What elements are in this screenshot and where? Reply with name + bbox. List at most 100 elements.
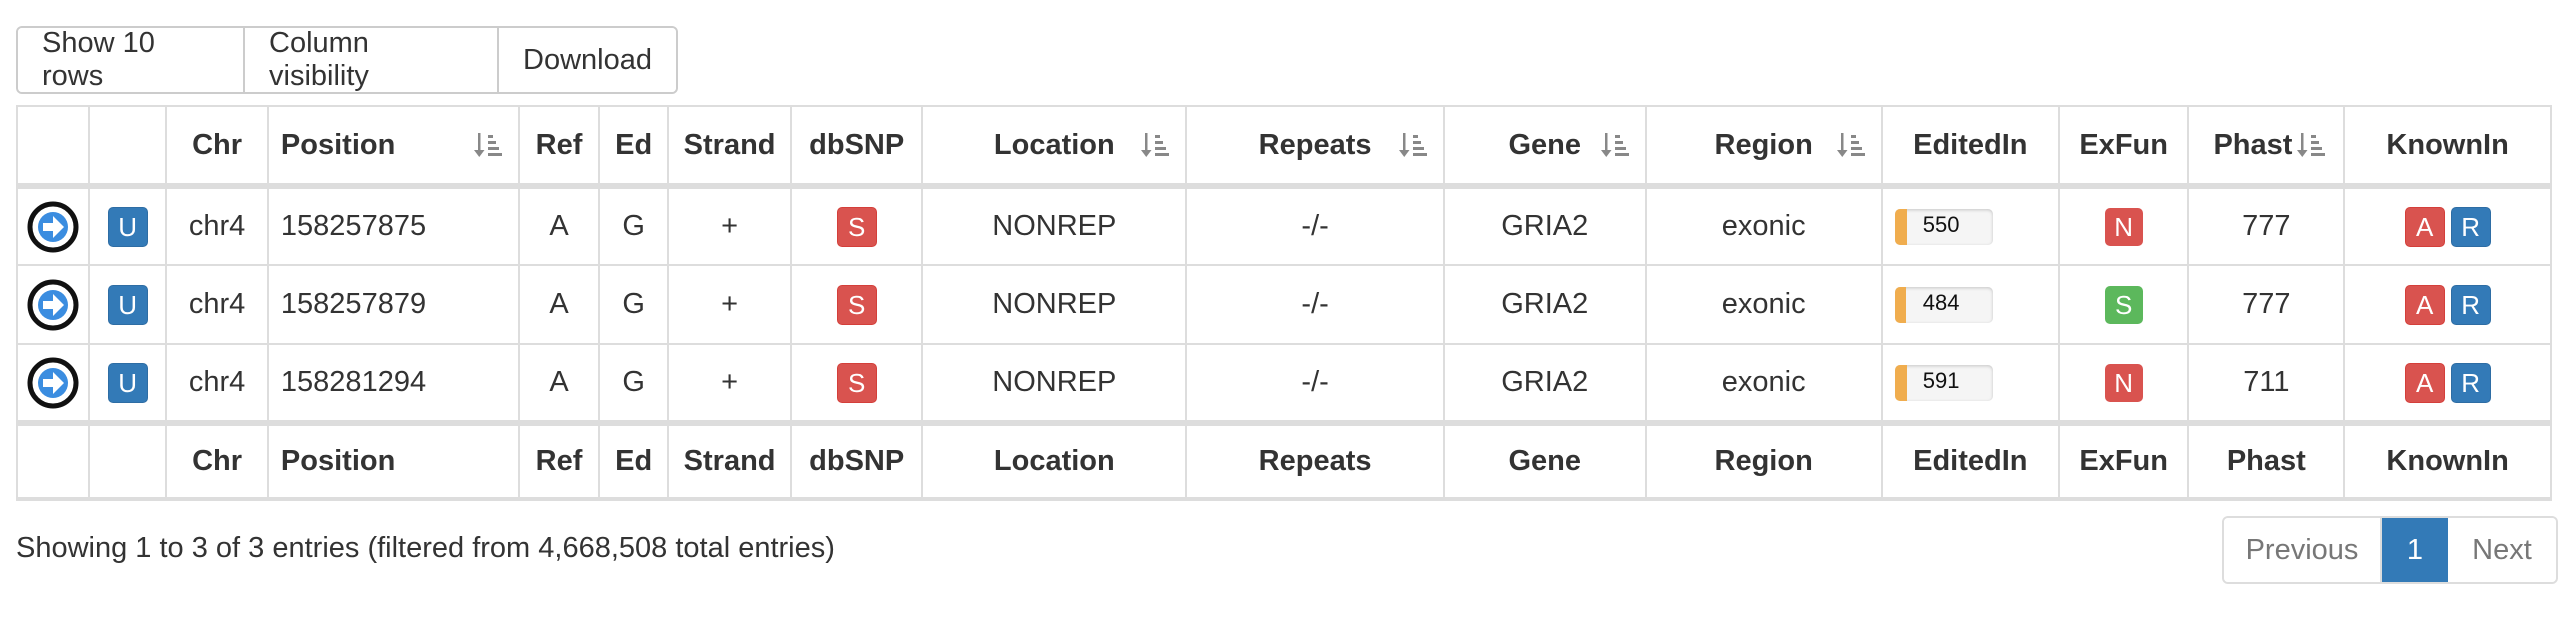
chr-cell: chr4 <box>165 264 269 345</box>
editedin-cell: 591 <box>1880 343 2060 424</box>
header-knownin[interactable]: KnownIn <box>2343 105 2552 189</box>
header-repeats-label: Repeats <box>1258 128 1372 161</box>
footer-region: Region <box>1644 420 1883 501</box>
header-chr[interactable]: Chr <box>165 105 269 189</box>
circled-arrow-right-icon[interactable] <box>27 357 79 409</box>
download-button[interactable]: Download <box>499 28 676 92</box>
footer-exfun: ExFun <box>2057 420 2190 501</box>
dbsnp-cell: S <box>790 185 924 266</box>
editedin-progress-fill <box>1894 364 1908 401</box>
footer-dbsnp: dbSNP <box>790 420 924 501</box>
region-cell: exonic <box>1644 185 1883 266</box>
editedin-progress-bar[interactable]: 484 <box>1894 286 1993 323</box>
sort-descending-icon[interactable] <box>1141 130 1171 160</box>
header-exfun[interactable]: ExFun <box>2057 105 2190 189</box>
dbsnp-badge[interactable]: S <box>836 206 877 247</box>
gene-cell: GRIA2 <box>1442 343 1647 424</box>
header-repeats[interactable]: Repeats <box>1185 105 1445 189</box>
exfun-badge[interactable]: N <box>2104 363 2143 402</box>
table-toolbar: Show 10 rows Column visibility Download <box>16 26 678 94</box>
footer-location: Location <box>921 420 1188 501</box>
header-row: Chr Position Ref Ed Strand dbSNP Locatio… <box>15 105 2552 189</box>
ucsc-link-badge[interactable]: U <box>107 206 148 247</box>
row-ucsc-cell: U <box>88 264 168 345</box>
table-row: U chr4 158257879 A G + S NONREP -/- GRIA… <box>15 264 2552 345</box>
header-location-label: Location <box>993 128 1115 161</box>
header-dbsnp[interactable]: dbSNP <box>790 105 924 189</box>
known-r-badge[interactable]: R <box>2450 284 2491 325</box>
header-strand[interactable]: Strand <box>667 105 793 189</box>
editedin-progress-fill <box>1894 208 1907 245</box>
show-rows-button[interactable]: Show 10 rows <box>18 28 245 92</box>
editedin-progress-bar[interactable]: 550 <box>1894 208 1993 245</box>
known-r-badge[interactable]: R <box>2450 362 2491 403</box>
circled-arrow-right-icon[interactable] <box>27 201 79 253</box>
header-region-label: Region <box>1714 128 1813 161</box>
repeats-cell: -/- <box>1185 343 1445 424</box>
next-page-button[interactable]: Next <box>2448 518 2556 582</box>
dbsnp-badge[interactable]: S <box>836 284 877 325</box>
phast-cell: 777 <box>2187 185 2346 266</box>
current-page-button[interactable]: 1 <box>2382 518 2448 582</box>
header-ref[interactable]: Ref <box>517 105 601 189</box>
sort-descending-icon[interactable] <box>1836 130 1867 160</box>
results-table: Chr Position Ref Ed Strand dbSNP Locatio… <box>15 105 2552 501</box>
editedin-progress-bar[interactable]: 591 <box>1894 364 1993 401</box>
previous-page-button[interactable]: Previous <box>2224 518 2382 582</box>
ref-cell: A <box>517 185 601 266</box>
known-r-badge[interactable]: R <box>2450 206 2491 247</box>
header-position[interactable]: Position <box>266 105 520 189</box>
footer-gene: Gene <box>1442 420 1647 501</box>
header-gene[interactable]: Gene <box>1442 105 1647 189</box>
sort-descending-icon[interactable] <box>1600 130 1631 160</box>
header-location[interactable]: Location <box>921 105 1188 189</box>
pagination: Previous 1 Next <box>2222 516 2558 584</box>
row-ucsc-cell: U <box>88 185 168 266</box>
region-cell: exonic <box>1644 343 1883 424</box>
known-a-badge[interactable]: A <box>2404 284 2445 325</box>
header-ed[interactable]: Ed <box>598 105 670 189</box>
footer-ucsc <box>88 420 168 501</box>
sort-descending-icon[interactable] <box>2297 130 2327 160</box>
repeats-cell: -/- <box>1185 185 1445 266</box>
region-cell: exonic <box>1644 264 1883 345</box>
table-body: U chr4 158257875 A G + S NONREP -/- GRIA… <box>15 185 2552 424</box>
footer-chr: Chr <box>165 420 269 501</box>
header-editedin[interactable]: EditedIn <box>1880 105 2060 189</box>
header-region[interactable]: Region <box>1644 105 1883 189</box>
ucsc-link-badge[interactable]: U <box>107 362 148 403</box>
exfun-badge[interactable]: N <box>2104 207 2143 246</box>
location-cell: NONREP <box>921 185 1188 266</box>
ed-cell: G <box>598 343 670 424</box>
exfun-badge[interactable]: S <box>2104 285 2143 324</box>
header-gene-label: Gene <box>1508 128 1581 161</box>
footer-ref: Ref <box>517 420 601 501</box>
known-a-badge[interactable]: A <box>2404 206 2445 247</box>
footer-phast: Phast <box>2187 420 2346 501</box>
strand-cell: + <box>667 185 793 266</box>
circled-arrow-right-icon[interactable] <box>27 279 79 331</box>
exfun-cell: S <box>2057 264 2190 345</box>
row-action-cell <box>15 264 91 345</box>
dbsnp-badge[interactable]: S <box>836 362 877 403</box>
footer-row: Chr Position Ref Ed Strand dbSNP Locatio… <box>15 420 2552 501</box>
header-phast[interactable]: Phast <box>2187 105 2346 189</box>
chr-cell: chr4 <box>165 343 269 424</box>
row-ucsc-cell: U <box>88 343 168 424</box>
position-cell: 158257879 <box>266 264 520 345</box>
header-action <box>15 105 91 189</box>
table-row: U chr4 158281294 A G + S NONREP -/- GRIA… <box>15 343 2552 424</box>
known-a-badge[interactable]: A <box>2404 362 2445 403</box>
ucsc-link-badge[interactable]: U <box>107 284 148 325</box>
ed-cell: G <box>598 264 670 345</box>
editedin-cell: 484 <box>1880 264 2060 345</box>
sort-descending-icon[interactable] <box>473 130 504 160</box>
phast-cell: 711 <box>2187 343 2346 424</box>
strand-cell: + <box>667 343 793 424</box>
gene-cell: GRIA2 <box>1442 264 1647 345</box>
sort-descending-icon[interactable] <box>1398 130 1429 160</box>
gene-cell: GRIA2 <box>1442 185 1647 266</box>
column-visibility-button[interactable]: Column visibility <box>245 28 499 92</box>
